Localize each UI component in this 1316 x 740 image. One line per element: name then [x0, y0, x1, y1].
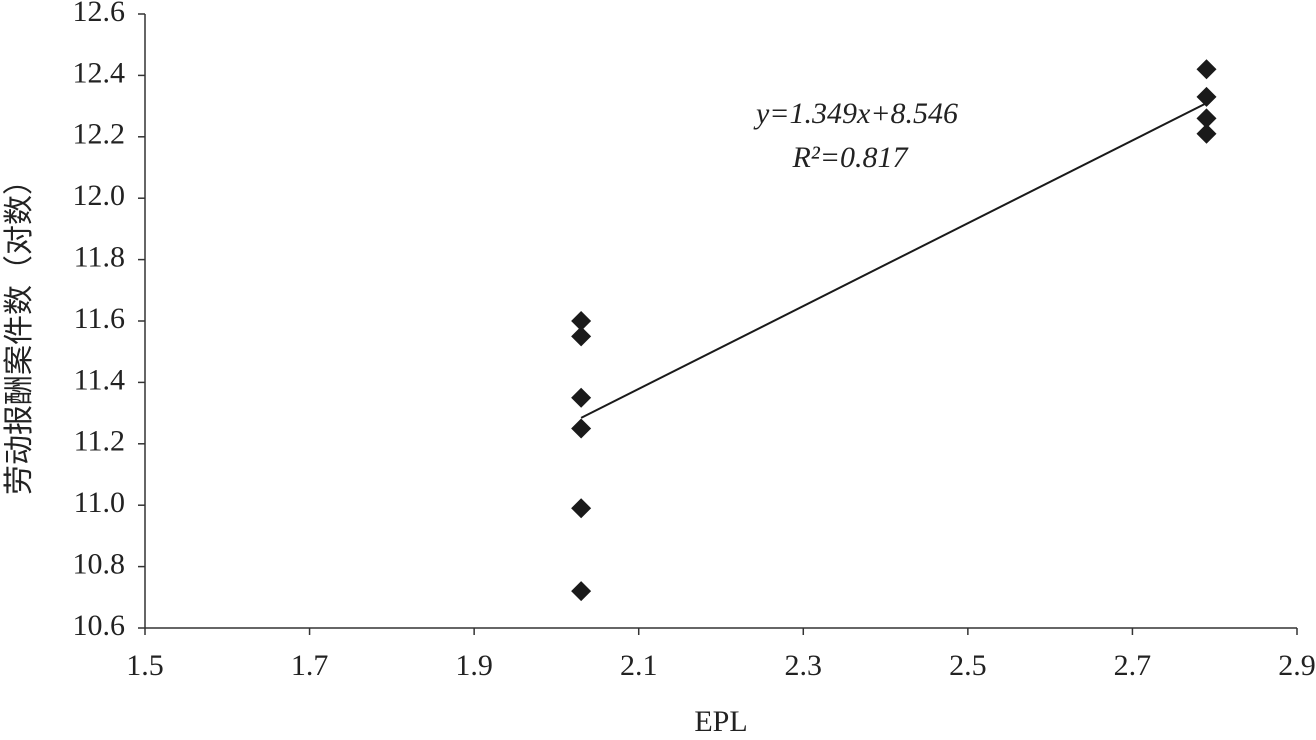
- point: [571, 387, 592, 408]
- x-tick-label: 1.9: [455, 649, 493, 682]
- y-tick-label: 11.4: [74, 363, 125, 396]
- point: [1196, 86, 1217, 107]
- y-tick-label: 10.6: [73, 609, 126, 642]
- y-tick-label: 11.6: [74, 302, 125, 335]
- x-tick-label: 1.7: [291, 649, 329, 682]
- point: [571, 311, 592, 331]
- y-tick-label: 10.8: [73, 547, 126, 580]
- x-axis-label: EPL: [694, 705, 747, 738]
- x-tick-label: 2.9: [1278, 649, 1316, 682]
- x-tick-label: 2.1: [620, 649, 658, 682]
- x-tick-label: 2.5: [949, 649, 987, 682]
- trendline: [580, 102, 1207, 419]
- point: [1196, 123, 1217, 144]
- point: [571, 418, 592, 439]
- point: [571, 581, 592, 602]
- y-tick-label: 12.0: [73, 179, 126, 212]
- x-tick-label: 2.3: [785, 649, 823, 682]
- point: [1196, 59, 1217, 80]
- x-tick-label: 2.7: [1114, 649, 1152, 682]
- y-tick-label: 12.4: [73, 56, 126, 89]
- point: [1196, 108, 1217, 129]
- y-tick-label: 11.8: [74, 240, 125, 273]
- y-tick-label: 12.6: [73, 0, 126, 28]
- equation: y=1.349x+8.546: [753, 97, 958, 130]
- x-tick-label: 1.5: [126, 649, 164, 682]
- point: [571, 326, 592, 347]
- y-tick-label: 12.2: [73, 118, 126, 151]
- y-tick-label: 11.0: [74, 486, 125, 519]
- y-tick-label: 11.2: [74, 425, 125, 458]
- point: [571, 498, 592, 519]
- y-axis-label: 劳动报酬案件数（对数）: [3, 165, 36, 495]
- r-squared: R²=0.817: [791, 141, 909, 174]
